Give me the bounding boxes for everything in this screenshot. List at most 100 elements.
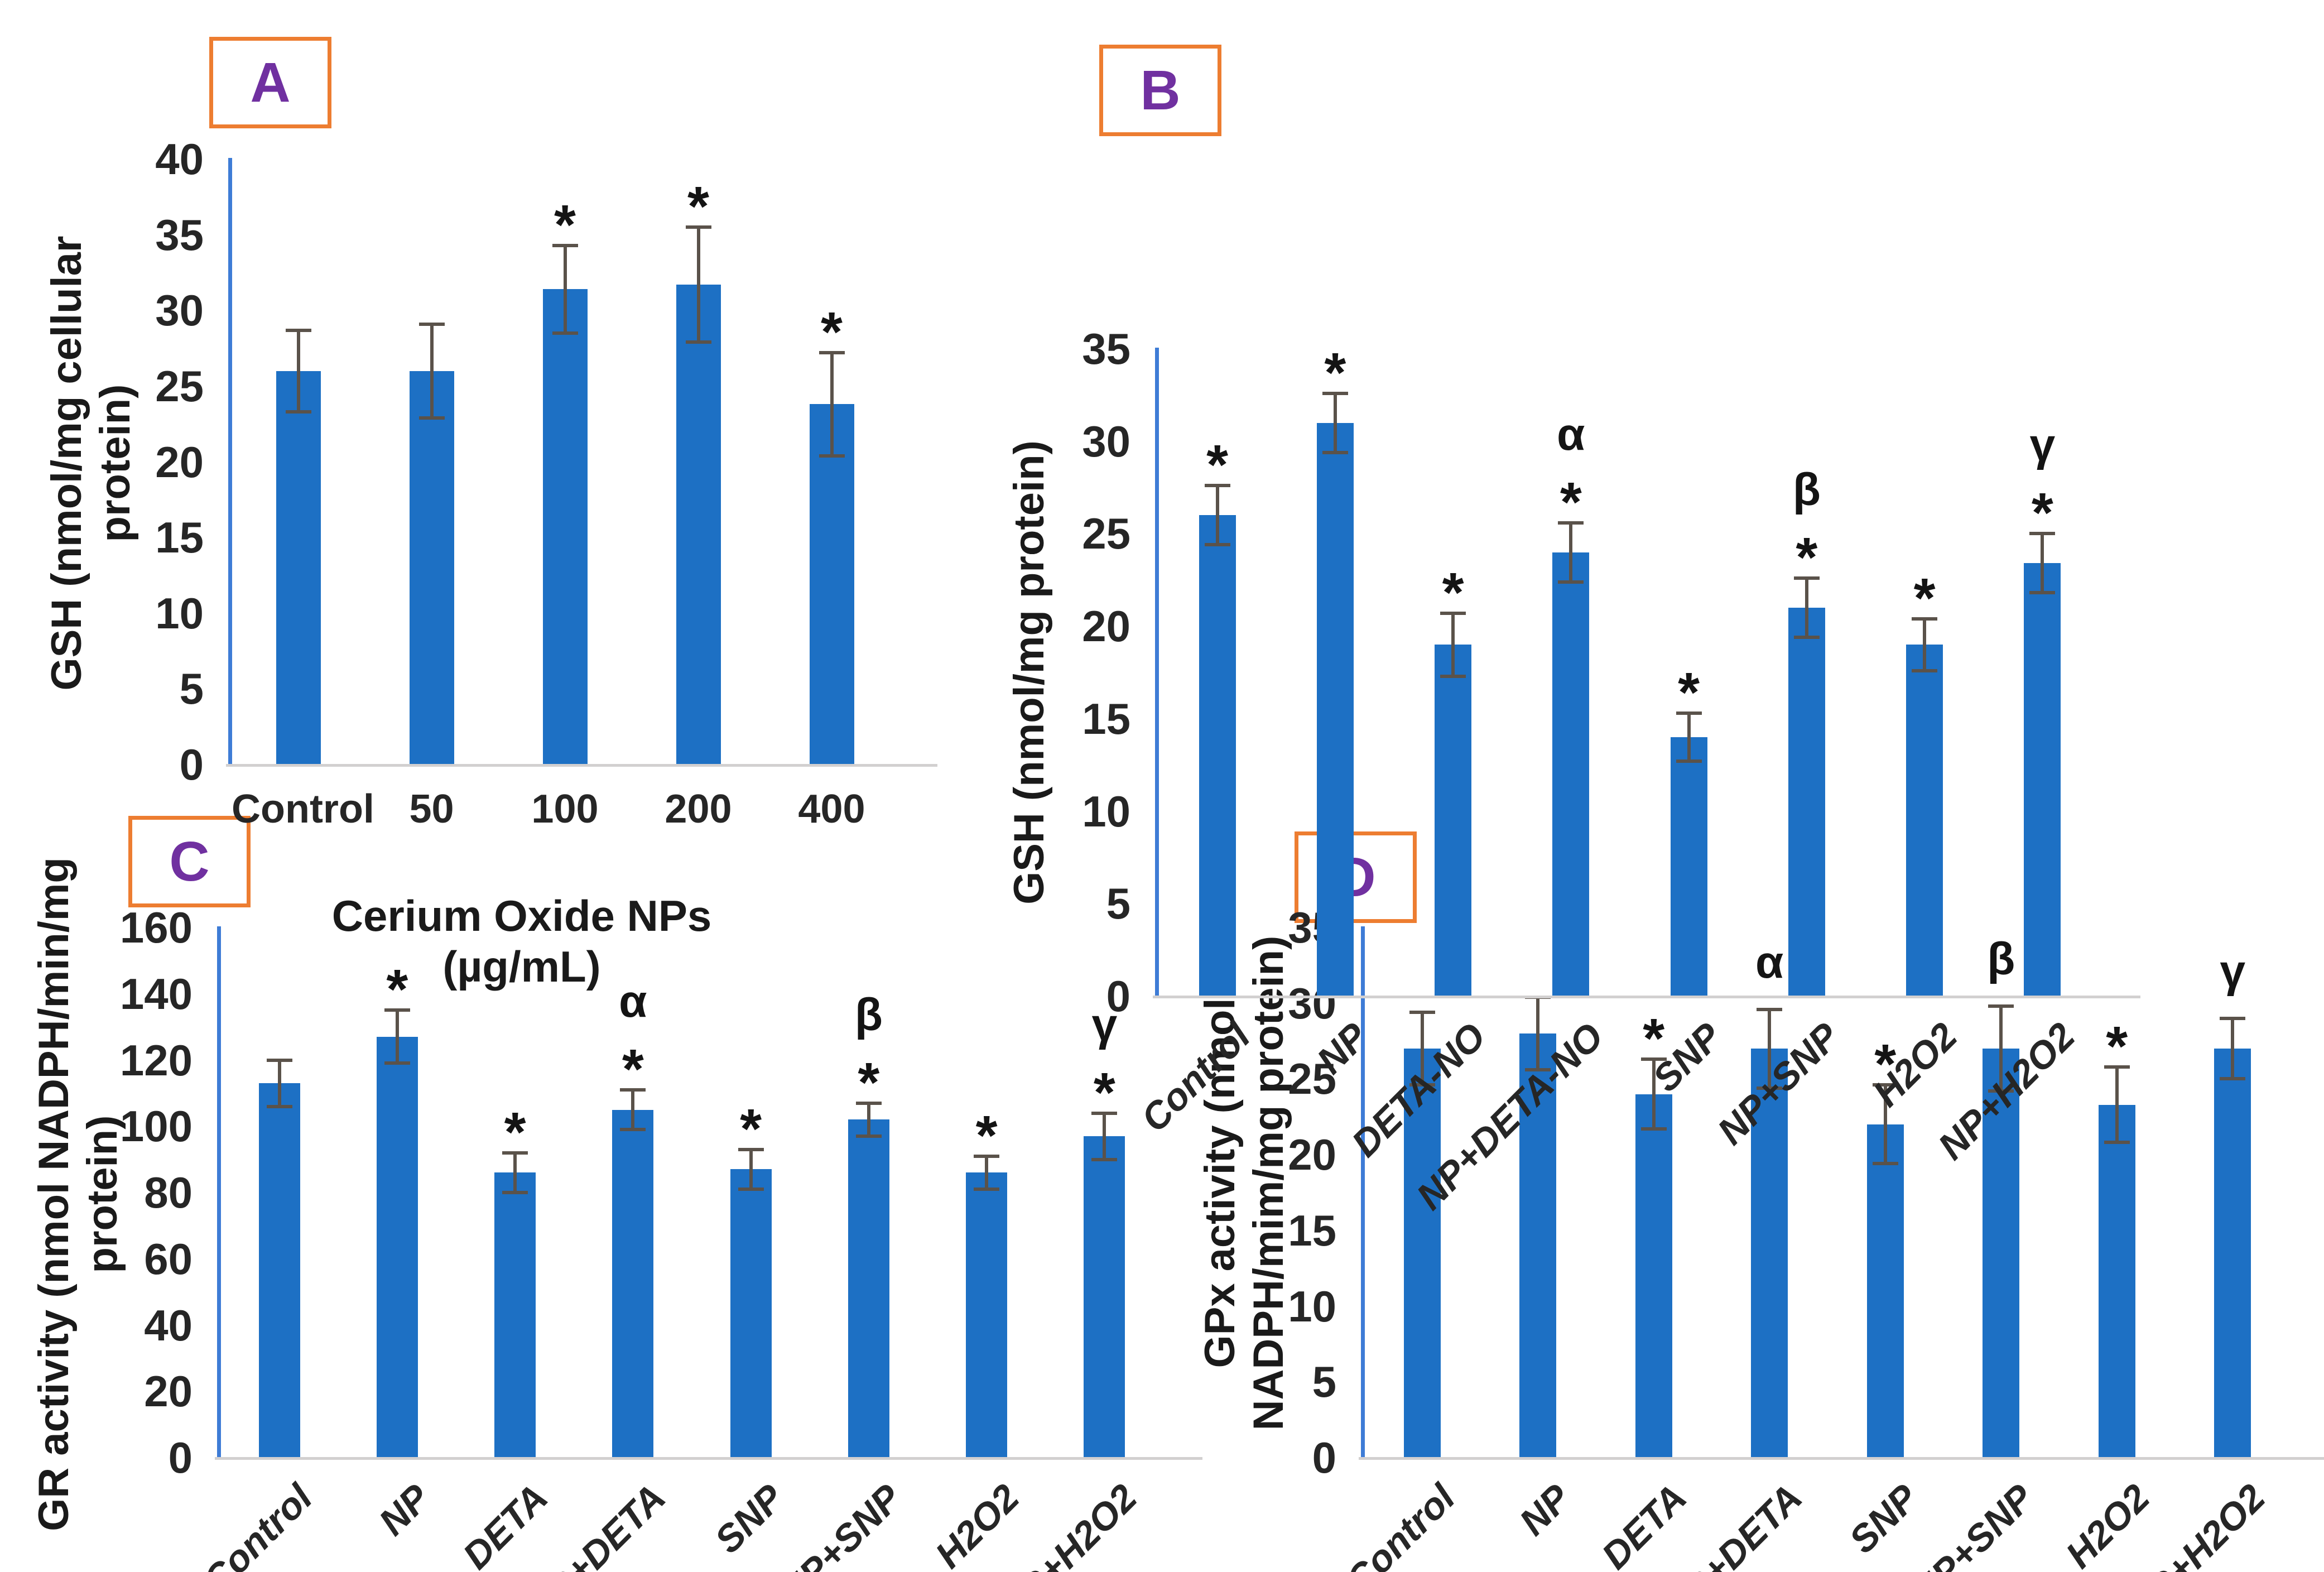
error-bar-cap-top xyxy=(1558,521,1584,525)
y-tick-label: 25 xyxy=(1082,509,1130,559)
y-tick-label: 25 xyxy=(1288,1054,1336,1104)
y-tick-label: 35 xyxy=(155,210,204,259)
error-bar-cap-bottom xyxy=(1640,1127,1667,1131)
error-bar-cap-bottom xyxy=(1409,1083,1435,1087)
y-tick-label: 10 xyxy=(1288,1281,1336,1331)
sig-star: * xyxy=(2106,1015,2128,1078)
y-tick-label: 10 xyxy=(1082,786,1130,836)
error-bar-cap-bottom xyxy=(1440,674,1466,678)
sig-star: * xyxy=(622,1037,644,1100)
error-bar-cap-top xyxy=(620,1088,646,1092)
y-tick-label: 120 xyxy=(119,1035,193,1085)
sig-star: * xyxy=(2031,482,2053,545)
error-bar-cap-bottom xyxy=(384,1061,410,1065)
error-bar-cap-bottom xyxy=(685,340,711,344)
y-tick-label: 5 xyxy=(179,664,204,714)
sig-greek: α xyxy=(1557,408,1585,460)
sig-star: * xyxy=(1874,1033,1897,1096)
panel-a-letter: A xyxy=(250,51,291,114)
sig-greek: γ xyxy=(1091,999,1118,1050)
y-tick-label: 40 xyxy=(155,134,204,184)
sig-greek: γ xyxy=(2220,945,2246,997)
y-tick-label: 25 xyxy=(155,361,204,411)
sig-star: * xyxy=(1913,566,1936,629)
bar xyxy=(1670,737,1707,996)
bar xyxy=(676,285,721,765)
error-bar xyxy=(1103,1113,1106,1160)
y-tick-label: 20 xyxy=(1288,1130,1336,1180)
panel-b-letter: B xyxy=(1140,59,1181,122)
error-bar xyxy=(1451,613,1455,676)
error-bar-cap-top xyxy=(1912,617,1938,621)
y-tick-label: 0 xyxy=(179,740,204,789)
error-bar-cap-bottom xyxy=(1091,1157,1118,1161)
bar xyxy=(494,1172,536,1458)
bar xyxy=(1866,1124,1904,1458)
bar xyxy=(848,1119,889,1458)
panel-d-plot-area: 0 5 10 15 20 25 30 35 Control NP * DETA α NP+DETA * SNP… xyxy=(1288,904,2324,1572)
error-bar xyxy=(2041,533,2044,593)
error-bar-cap-top xyxy=(1793,576,1820,580)
bar xyxy=(966,1172,1008,1458)
category-label: 200 xyxy=(665,787,732,831)
y-tick-label: 5 xyxy=(1106,879,1130,929)
error-bar-cap-top xyxy=(285,328,311,332)
bar xyxy=(612,1109,654,1458)
error-bar-cap-bottom xyxy=(285,410,311,414)
error-bar-cap-bottom xyxy=(2104,1141,2130,1145)
x-axis-line xyxy=(215,1457,1202,1460)
y-axis-line xyxy=(228,158,232,767)
y-tick-label: 140 xyxy=(119,969,193,1018)
error-bar-cap-top xyxy=(266,1058,292,1062)
error-bar xyxy=(1569,522,1573,582)
bar xyxy=(2214,1049,2251,1458)
bar xyxy=(1906,645,1943,996)
error-bar-cap-top xyxy=(1440,611,1466,615)
category-label: 100 xyxy=(531,787,599,831)
error-bar xyxy=(563,245,567,333)
panel-a-x-axis-title: Cerium Oxide NPs (µg/mL) xyxy=(331,891,712,991)
y-tick-label: 60 xyxy=(144,1234,193,1283)
error-bar xyxy=(749,1149,753,1190)
error-bar-cap-top xyxy=(2220,1016,2246,1020)
error-bar-cap-bottom xyxy=(1757,1086,1783,1090)
error-bar xyxy=(1333,393,1337,453)
panel-c-plot-area: 0 20 40 60 80 100 120 140 160 Control * NP * DETA * α NP… xyxy=(120,904,1202,1572)
sig-greek: β xyxy=(1987,934,2015,985)
sig-greek: α xyxy=(619,975,647,1027)
y-tick-label: 30 xyxy=(155,286,204,335)
category-label: 50 xyxy=(409,787,454,831)
sig-star: * xyxy=(1206,434,1229,497)
error-bar xyxy=(1805,578,1808,638)
sig-star: * xyxy=(386,958,408,1021)
bar xyxy=(1751,1049,1788,1458)
sig-star: * xyxy=(858,1051,880,1114)
y-tick-label: 30 xyxy=(1082,416,1130,466)
error-bar xyxy=(1687,713,1691,762)
error-bar-cap-bottom xyxy=(1912,669,1938,672)
error-bar-cap-top xyxy=(1988,1004,2014,1008)
bar xyxy=(809,404,854,765)
y-tick-label: 0 xyxy=(1312,1433,1336,1482)
error-bar-cap-top xyxy=(502,1151,528,1155)
error-bar xyxy=(395,1010,399,1064)
sig-star: * xyxy=(821,301,843,364)
sig-star: * xyxy=(975,1104,998,1167)
y-tick-label: 160 xyxy=(119,903,193,952)
error-bar-cap-bottom xyxy=(1872,1162,1898,1166)
error-bar-cap-top xyxy=(1640,1057,1667,1061)
sig-star: * xyxy=(1324,341,1346,404)
y-tick-label: 10 xyxy=(155,588,204,638)
error-bar xyxy=(1999,1006,2003,1092)
bar xyxy=(1084,1136,1125,1458)
bar xyxy=(730,1169,772,1458)
sig-star: * xyxy=(740,1097,762,1160)
y-tick-label: 15 xyxy=(155,513,204,563)
sig-star: * xyxy=(1678,661,1700,724)
sig-star: * xyxy=(554,193,576,256)
bar xyxy=(1552,552,1590,996)
error-bar xyxy=(1768,1009,1772,1088)
sig-star: * xyxy=(687,175,709,238)
y-tick-label: 20 xyxy=(155,437,204,487)
y-axis-line xyxy=(1361,926,1365,1460)
